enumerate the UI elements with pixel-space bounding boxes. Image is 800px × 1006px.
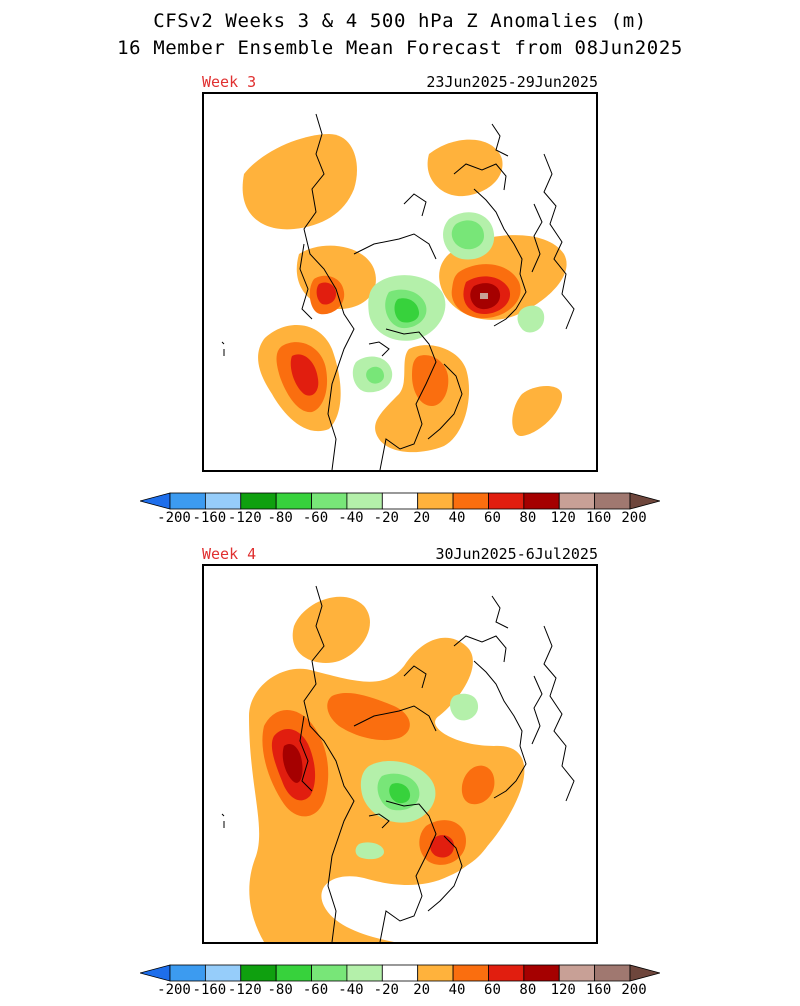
colorbar-tick-label: 20 <box>413 510 431 526</box>
colorbar-tick-label: 80 <box>519 510 537 526</box>
week-4-map <box>202 564 598 944</box>
week-4-colorbar: -200 -160 -120 -80 -60 -40 -20 20 40 60 80 120 160 20… <box>138 964 662 1006</box>
colorbar-swatch <box>311 492 348 510</box>
colorbar-tick-label: -60 <box>302 982 329 998</box>
colorbar-swatch <box>275 964 312 982</box>
colorbar-tick-label: 120 <box>550 510 576 526</box>
colorbar-swatch <box>240 964 277 982</box>
week-4-dates: 30Jun2025-6Jul2025 <box>435 545 598 563</box>
colorbar-tick-label: 80 <box>519 982 537 998</box>
colorbar-tick-label: -60 <box>302 510 329 526</box>
week-3-colorbar-swatches <box>138 492 662 510</box>
colorbar-swatch <box>346 964 383 982</box>
colorbar-tick-label: 160 <box>585 982 612 998</box>
colorbar-swatch <box>488 964 525 982</box>
colorbar-swatch <box>275 492 312 510</box>
colorbar-swatch <box>204 492 242 510</box>
colorbar-tick-label: -40 <box>338 982 364 998</box>
week-4-coastlines <box>221 585 575 942</box>
colorbar-tick-label: -120 <box>227 982 262 998</box>
colorbar-low-extension <box>138 964 171 982</box>
colorbar-tick-label: 160 <box>585 510 612 526</box>
colorbar-swatch <box>523 492 560 510</box>
colorbar-tick-label: -200 <box>157 510 191 526</box>
colorbar-swatch <box>240 492 277 510</box>
colorbar-tick-label: 60 <box>484 510 501 526</box>
colorbar-swatch <box>558 492 596 510</box>
week-3-colorbar: -200 -160 -120 -80 -60 -40 -20 20 40 60 80 120 160 20… <box>138 492 662 534</box>
colorbar-tick-label: 60 <box>484 982 501 998</box>
colorbar-swatch <box>346 492 383 510</box>
colorbar-tick-label: -160 <box>192 510 227 526</box>
week-3-negative-anomaly-60 <box>394 298 420 323</box>
colorbar-tick-label: -80 <box>267 982 293 998</box>
colorbar-swatch <box>204 964 242 982</box>
colorbar-tick-label: -160 <box>192 982 227 998</box>
colorbar-swatch <box>169 492 206 510</box>
colorbar-swatch <box>311 964 348 982</box>
colorbar-tick-label: 200 <box>621 982 647 998</box>
week-4-positive-anomaly-80 <box>282 743 303 783</box>
colorbar-swatch <box>417 964 454 982</box>
week-4-colorbar-swatches <box>138 964 662 982</box>
colorbar-swatch <box>523 964 560 982</box>
colorbar-swatch <box>169 964 206 982</box>
colorbar-tick-label: -120 <box>227 510 262 526</box>
figure-subtitle: 16 Member Ensemble Mean Forecast from 08… <box>117 37 683 59</box>
colorbar-swatch <box>381 492 419 510</box>
colorbar-swatch <box>381 964 419 982</box>
colorbar-swatch <box>594 964 631 982</box>
colorbar-swatch <box>488 492 525 510</box>
colorbar-swatch <box>417 492 454 510</box>
colorbar-high-extension <box>629 964 662 982</box>
colorbar-tick-label: -40 <box>338 510 364 526</box>
colorbar-swatch <box>594 492 631 510</box>
colorbar-tick-label: 40 <box>448 510 466 526</box>
colorbar-swatch <box>558 964 596 982</box>
colorbar-swatch <box>452 964 489 982</box>
week-3-dates: 23Jun2025-29Jun2025 <box>426 73 598 91</box>
colorbar-tick-label: 120 <box>550 982 576 998</box>
week-4-label: Week 4 <box>202 545 257 563</box>
colorbar-tick-label: -200 <box>157 982 191 998</box>
colorbar-tick-label: -20 <box>373 510 399 526</box>
colorbar-tick-label: -80 <box>267 510 293 526</box>
colorbar-tick-label: 200 <box>621 510 647 526</box>
week-3-label: Week 3 <box>202 73 257 91</box>
week-4-negative-anomaly-60 <box>389 783 411 804</box>
week-3-positive-anomaly-120 <box>480 293 488 299</box>
week-3-map <box>202 92 598 472</box>
colorbar-swatch <box>452 492 489 510</box>
week-3-negative-anomaly-20 <box>352 212 545 393</box>
figure-title: CFSv2 Weeks 3 & 4 500 hPa Z Anomalies (m… <box>153 10 647 32</box>
week-3-coastlines <box>221 113 575 470</box>
colorbar-low-extension <box>138 492 171 510</box>
colorbar-tick-label: 40 <box>448 982 466 998</box>
colorbar-tick-label: 20 <box>413 982 431 998</box>
colorbar-high-extension <box>629 492 662 510</box>
colorbar-tick-label: -20 <box>373 982 399 998</box>
